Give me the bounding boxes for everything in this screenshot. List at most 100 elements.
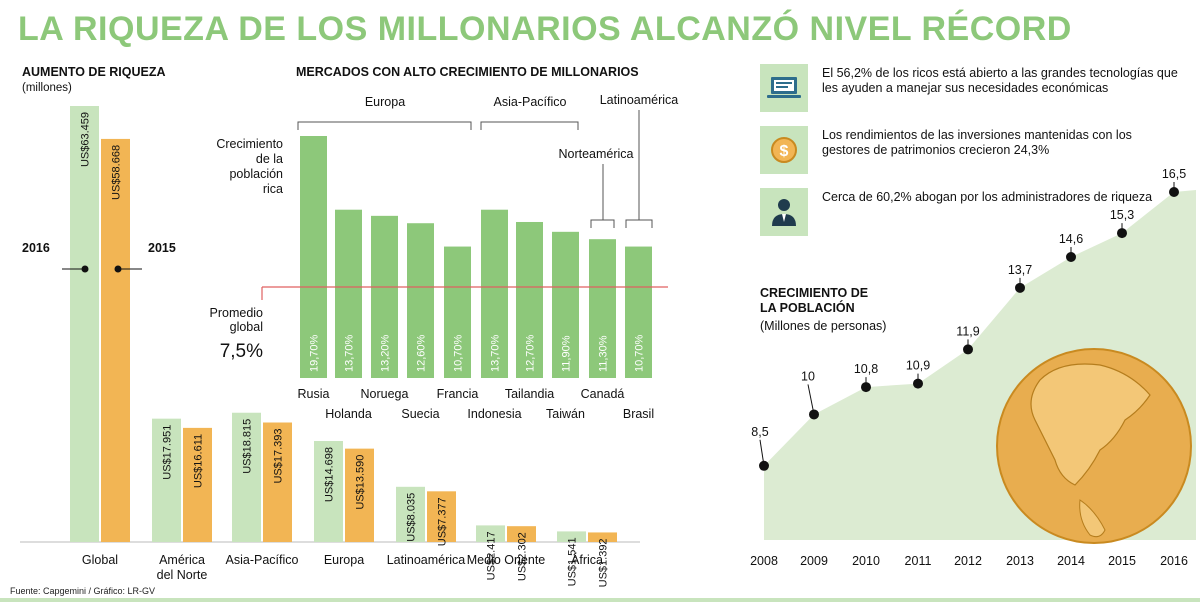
population-value-label-2013: 13,7 bbox=[1008, 263, 1032, 277]
wealth-value-label-2015-6: US$1.392 bbox=[598, 538, 610, 587]
wealth-chart-title: AUMENTO DE RIQUEZA bbox=[22, 65, 166, 79]
wealth-bar-2016-2 bbox=[232, 412, 261, 542]
population-year-label-2008: 2008 bbox=[750, 554, 778, 568]
wealth-bar-2016-5 bbox=[476, 525, 505, 542]
market-bar-8 bbox=[589, 239, 616, 378]
population-year-label-2010: 2010 bbox=[852, 554, 880, 568]
markets-chart-title: MERCADOS CON ALTO CRECIMIENTO DE MILLONA… bbox=[296, 65, 639, 79]
info-row-returns: $ Los rendimientos de las inversiones ma… bbox=[760, 126, 1180, 174]
population-value-label-2014: 14,6 bbox=[1059, 232, 1083, 246]
population-year-label-2014: 2014 bbox=[1057, 554, 1085, 568]
info-row-technology: El 56,2% de los ricos está abierto a las… bbox=[760, 64, 1180, 112]
market-category-label-0: Rusia bbox=[298, 387, 330, 401]
wealth-bar-2015-6 bbox=[588, 532, 617, 542]
page-title: LA RIQUEZA DE LOS MILLONARIOS ALCANZÓ NI… bbox=[18, 10, 1072, 48]
wealth-bar-2015-5 bbox=[507, 526, 536, 542]
population-leader-2008 bbox=[759, 439, 765, 466]
legend-2016-dot bbox=[81, 265, 89, 273]
market-bar-1 bbox=[335, 209, 362, 378]
market-category-label-4: Francia bbox=[437, 387, 479, 401]
wealth-bar-2016-4 bbox=[396, 486, 425, 542]
market-bar-6 bbox=[516, 221, 543, 378]
market-value-label-8: 11,30% bbox=[598, 335, 610, 372]
population-leader-2009 bbox=[807, 384, 815, 415]
wealth-bar-2015-4 bbox=[427, 491, 456, 542]
population-value-label-2010: 10,8 bbox=[854, 362, 878, 376]
globe-continent bbox=[1030, 363, 1151, 486]
info-text-returns: Los rendimientos de las inversiones mant… bbox=[822, 128, 1132, 157]
market-category-label-1: Holanda bbox=[325, 407, 372, 421]
wealth-category-label-2: Asia-Pacífico bbox=[226, 553, 299, 567]
market-value-label-0: 19,70% bbox=[309, 334, 321, 372]
wealth-bar-2016-3 bbox=[314, 441, 343, 542]
market-category-label-8: Canadá bbox=[581, 387, 625, 401]
legend-2015-dot bbox=[114, 265, 122, 273]
bracket-europa bbox=[297, 121, 472, 130]
market-value-label-7: 11,90% bbox=[561, 335, 573, 372]
group-label-norteamerica: Norteamérica bbox=[558, 147, 633, 161]
market-bar-2 bbox=[371, 215, 398, 378]
globe-continent-south bbox=[1079, 499, 1106, 538]
population-year-label-2011: 2011 bbox=[905, 554, 932, 568]
info-text-advisors: Cerca de 60,2% abogan por los administra… bbox=[822, 190, 1153, 204]
dollar-coin-icon: $ bbox=[760, 126, 808, 174]
wealth-bar-2015-3 bbox=[345, 448, 374, 542]
market-category-label-7: Taiwán bbox=[546, 407, 585, 421]
market-category-label-9: Brasil bbox=[623, 407, 654, 421]
wealth-chart-subtitle: (millones) bbox=[22, 82, 72, 94]
wealth-value-label-2015-2: US$17.393 bbox=[273, 429, 285, 484]
laptop-icon bbox=[760, 64, 808, 112]
group-label-asia-pacifico: Asia-Pacífico bbox=[494, 95, 567, 109]
wealth-bar-2016-6 bbox=[557, 531, 586, 542]
wealth-value-label-2015-4: US$7.377 bbox=[437, 497, 449, 546]
global-average-label: Promedio global bbox=[210, 306, 264, 334]
wealth-value-label-2016-1: US$17.951 bbox=[162, 425, 174, 480]
market-bar-7 bbox=[552, 231, 579, 378]
source-footer: Fuente: Capgemini / Gráfico: LR-GV bbox=[10, 586, 156, 596]
wealth-category-label-1: América del Norte bbox=[157, 553, 208, 582]
wealth-value-label-2016-4: US$8.035 bbox=[406, 493, 418, 542]
businessman-icon bbox=[760, 188, 808, 236]
wealth-category-label-0: Global bbox=[82, 553, 118, 567]
wealth-bar-2016-0 bbox=[70, 106, 99, 542]
info-row-advisors: Cerca de 60,2% abogan por los administra… bbox=[760, 188, 1180, 236]
legend-2016-label: 2016 bbox=[22, 241, 50, 255]
market-bar-0 bbox=[300, 136, 327, 378]
wealth-value-label-2016-6: US$1.541 bbox=[567, 537, 579, 586]
market-bar-4 bbox=[444, 246, 471, 378]
market-category-label-6: Tailandia bbox=[505, 387, 554, 401]
legend-2015-label: 2015 bbox=[148, 241, 176, 255]
market-value-label-9: 10,70% bbox=[634, 334, 646, 372]
market-category-label-3: Suecia bbox=[401, 407, 439, 421]
population-value-label-2011: 10,9 bbox=[906, 359, 930, 373]
wealth-value-label-2015-0: US$58.668 bbox=[111, 145, 123, 200]
group-label-europa: Europa bbox=[365, 95, 405, 109]
wealth-category-label-3: Europa bbox=[324, 553, 364, 567]
wealth-value-label-2016-2: US$18.815 bbox=[242, 419, 254, 474]
wealth-category-label-5: Medio Oriente bbox=[467, 553, 546, 567]
wealth-category-label-4: Latinoamérica bbox=[387, 553, 466, 567]
population-value-label-2016: 16,5 bbox=[1162, 167, 1186, 181]
global-average-value: 7,5% bbox=[220, 341, 263, 362]
bracket-asia-pacifico bbox=[480, 121, 579, 130]
market-bar-9 bbox=[625, 246, 652, 378]
market-value-label-5: 13,70% bbox=[490, 334, 502, 372]
population-year-label-2013: 2013 bbox=[1006, 554, 1034, 568]
bottom-bar bbox=[0, 598, 1200, 602]
wealth-bar-2015-1 bbox=[183, 427, 212, 542]
markets-ylabel: Crecimiento de la población rica bbox=[216, 137, 283, 196]
wealth-bar-2016-1 bbox=[152, 418, 181, 542]
globe-illustration bbox=[996, 348, 1192, 544]
wealth-bar-2015-0 bbox=[101, 138, 130, 542]
population-value-label-2012: 11,9 bbox=[956, 324, 979, 338]
wealth-bar-2015-2 bbox=[263, 422, 292, 542]
wealth-value-label-2015-5: US$2.302 bbox=[517, 532, 529, 581]
group-label-latinoamerica: Latinoamérica bbox=[600, 93, 679, 107]
market-value-label-6: 12,70% bbox=[525, 334, 537, 372]
population-year-label-2009: 2009 bbox=[800, 554, 828, 568]
market-bar-3 bbox=[407, 223, 434, 378]
info-text-technology: El 56,2% de los ricos está abierto a las… bbox=[822, 66, 1178, 95]
bracket-norteamerica bbox=[590, 219, 615, 228]
market-value-label-3: 12,60% bbox=[416, 334, 428, 372]
wealth-value-label-2015-1: US$16.611 bbox=[193, 434, 205, 488]
